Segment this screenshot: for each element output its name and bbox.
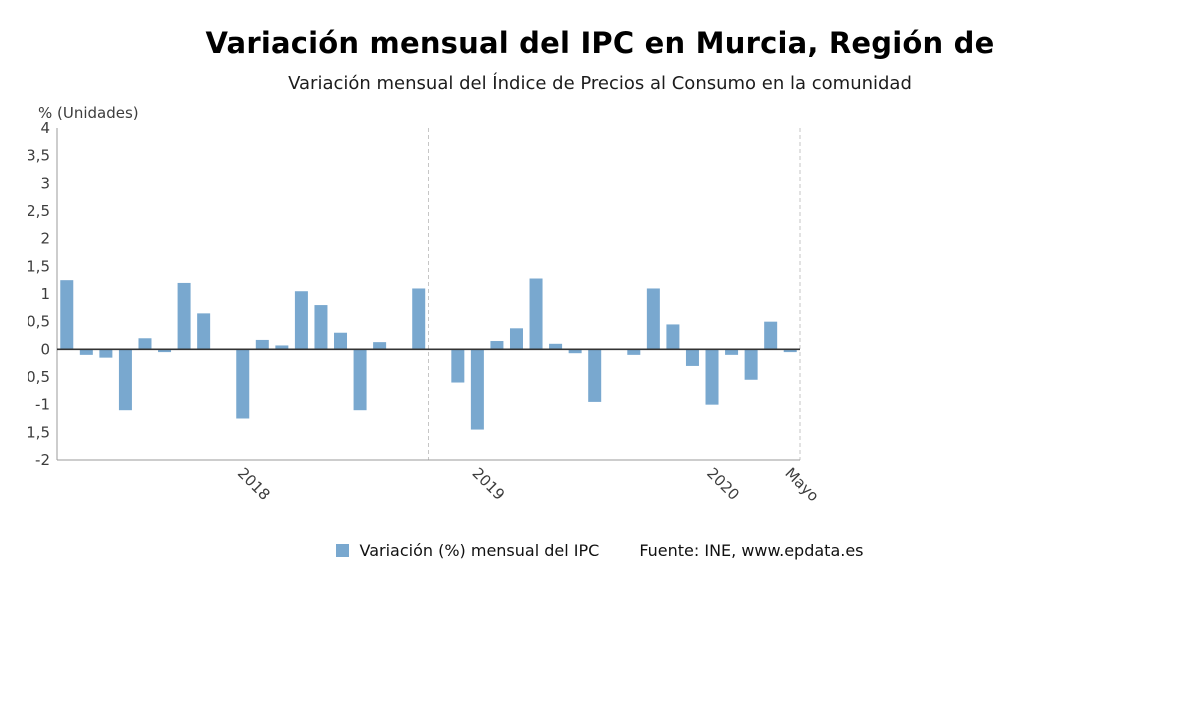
- bar-25[interactable]: [549, 343, 563, 350]
- bar-22[interactable]: [490, 341, 504, 350]
- y-tick-label: 3,5: [26, 147, 50, 165]
- bar-33[interactable]: [705, 349, 719, 405]
- x-tick-label-2020: 2020: [703, 464, 743, 504]
- y-tick-label: -2: [35, 451, 50, 469]
- bar-29[interactable]: [627, 349, 641, 355]
- bar-12[interactable]: [294, 291, 308, 350]
- chart-subtitle: Variación mensual del Índice de Precios …: [288, 73, 912, 94]
- bar-1[interactable]: [79, 349, 93, 355]
- y-axis-labels: 4 3,5 3 2,5 2 1,5 1 0,5 0 -0,5 -1 -1,5 -2: [21, 119, 50, 469]
- y-axis-unit-label: % (Unidades): [38, 104, 139, 122]
- bar-30[interactable]: [646, 288, 660, 350]
- y-tick-label: 1: [40, 285, 50, 303]
- x-tick-label-2019: 2019: [469, 464, 509, 504]
- bar-16[interactable]: [373, 342, 387, 350]
- bar-13[interactable]: [314, 305, 328, 350]
- y-tick-label: 1,5: [26, 257, 50, 275]
- bar-3[interactable]: [118, 349, 132, 411]
- x-tick-label-2018: 2018: [234, 464, 274, 504]
- bar-11[interactable]: [275, 345, 289, 350]
- bar-23[interactable]: [509, 328, 523, 350]
- bar-37[interactable]: [783, 349, 797, 353]
- bar-4[interactable]: [138, 338, 152, 350]
- bar-7[interactable]: [197, 313, 211, 350]
- bar-21[interactable]: [470, 349, 484, 430]
- bar-10[interactable]: [255, 339, 269, 350]
- bar-24[interactable]: [529, 278, 543, 350]
- bar-2[interactable]: [99, 349, 113, 358]
- bar-6[interactable]: [177, 282, 191, 350]
- y-tick-label: 3: [40, 174, 50, 192]
- bar-35[interactable]: [744, 349, 758, 380]
- legend-row: Variación (%) mensual del IPC Fuente: IN…: [0, 541, 1200, 560]
- source-text: Fuente: INE, www.epdata.es: [639, 541, 864, 560]
- y-tick-label: 0: [40, 340, 50, 358]
- bar-26[interactable]: [568, 349, 582, 354]
- chart-title: Variación mensual del IPC en Murcia, Reg…: [205, 26, 995, 60]
- y-tick-label: 0,5: [26, 313, 50, 331]
- bar-0[interactable]: [60, 280, 74, 350]
- bar-20[interactable]: [451, 349, 465, 383]
- bar-18[interactable]: [412, 288, 426, 350]
- bar-5[interactable]: [158, 349, 172, 353]
- bar-14[interactable]: [334, 332, 348, 350]
- bar-27[interactable]: [588, 349, 602, 402]
- y-tick-label: -0,5: [21, 368, 50, 386]
- y-tick-label: -1,5: [21, 423, 50, 441]
- bar-9[interactable]: [236, 349, 250, 419]
- bar-36[interactable]: [764, 321, 778, 350]
- y-tick-label: 4: [40, 119, 50, 137]
- x-tick-label-mayo: Mayo: [781, 464, 822, 505]
- y-tick-label: -1: [35, 396, 50, 414]
- bar-15[interactable]: [353, 349, 367, 411]
- bar-34[interactable]: [725, 349, 739, 355]
- legend-swatch[interactable]: [336, 544, 350, 557]
- y-tick-label: 2,5: [26, 202, 50, 220]
- legend-label[interactable]: Variación (%) mensual del IPC: [359, 541, 600, 560]
- y-tick-label: 2: [40, 230, 50, 248]
- bar-31[interactable]: [666, 324, 680, 350]
- bar-32[interactable]: [685, 349, 699, 366]
